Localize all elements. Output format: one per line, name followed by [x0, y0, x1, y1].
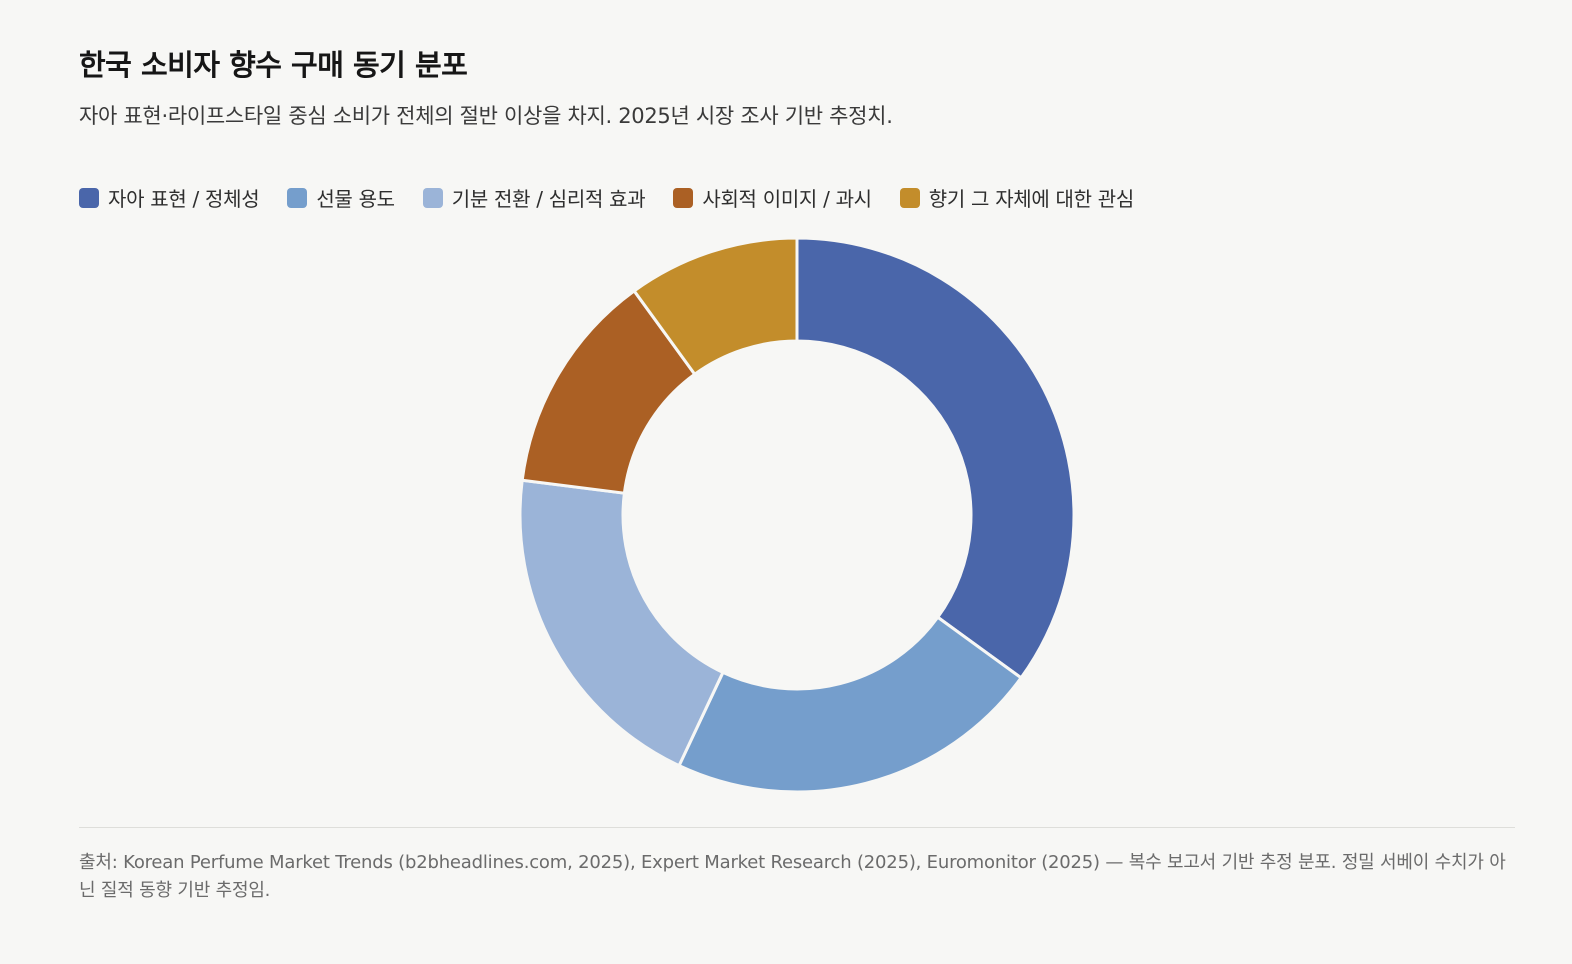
source-divider: [79, 827, 1515, 828]
legend-swatch: [287, 187, 308, 208]
chart-legend: 자아 표현 / 정체성 선물 용도 기분 전환 / 심리적 효과 사회적 이미지 / …: [79, 183, 1162, 212]
legend-label: 선물 용도: [316, 187, 395, 211]
legend-swatch: [899, 187, 920, 208]
legend-label: 기분 전환 / 심리적 효과: [451, 187, 646, 211]
legend-swatch: [422, 187, 443, 208]
legend-item: 향기 그 자체에 대한 관심: [899, 183, 1135, 212]
legend-item: 자아 표현 / 정체성: [79, 183, 260, 212]
legend-swatch: [673, 187, 694, 208]
legend-label: 향기 그 자체에 대한 관심: [928, 187, 1135, 211]
chart-title: 한국 소비자 향수 구매 동기 분포: [79, 48, 468, 82]
chart-subtitle: 자아 표현·라이프스타일 중심 소비가 전체의 절반 이상을 차지. 2025년…: [79, 104, 893, 128]
legend-item: 선물 용도: [287, 183, 395, 212]
source-note: 출처: Korean Perfume Market Trends (b2bhea…: [79, 852, 1506, 901]
legend-item: 기분 전환 / 심리적 효과: [422, 183, 646, 212]
legend-label: 사회적 이미지 / 과시: [702, 187, 872, 211]
donut-slice: [677, 615, 1023, 794]
legend-item: 사회적 이미지 / 과시: [673, 183, 872, 212]
legend-label: 자아 표현 / 정체성: [108, 187, 260, 211]
donut-slice: [518, 478, 725, 768]
donut-slice: [632, 236, 799, 376]
donut-slice: [795, 236, 1076, 680]
legend-swatch: [79, 187, 99, 208]
